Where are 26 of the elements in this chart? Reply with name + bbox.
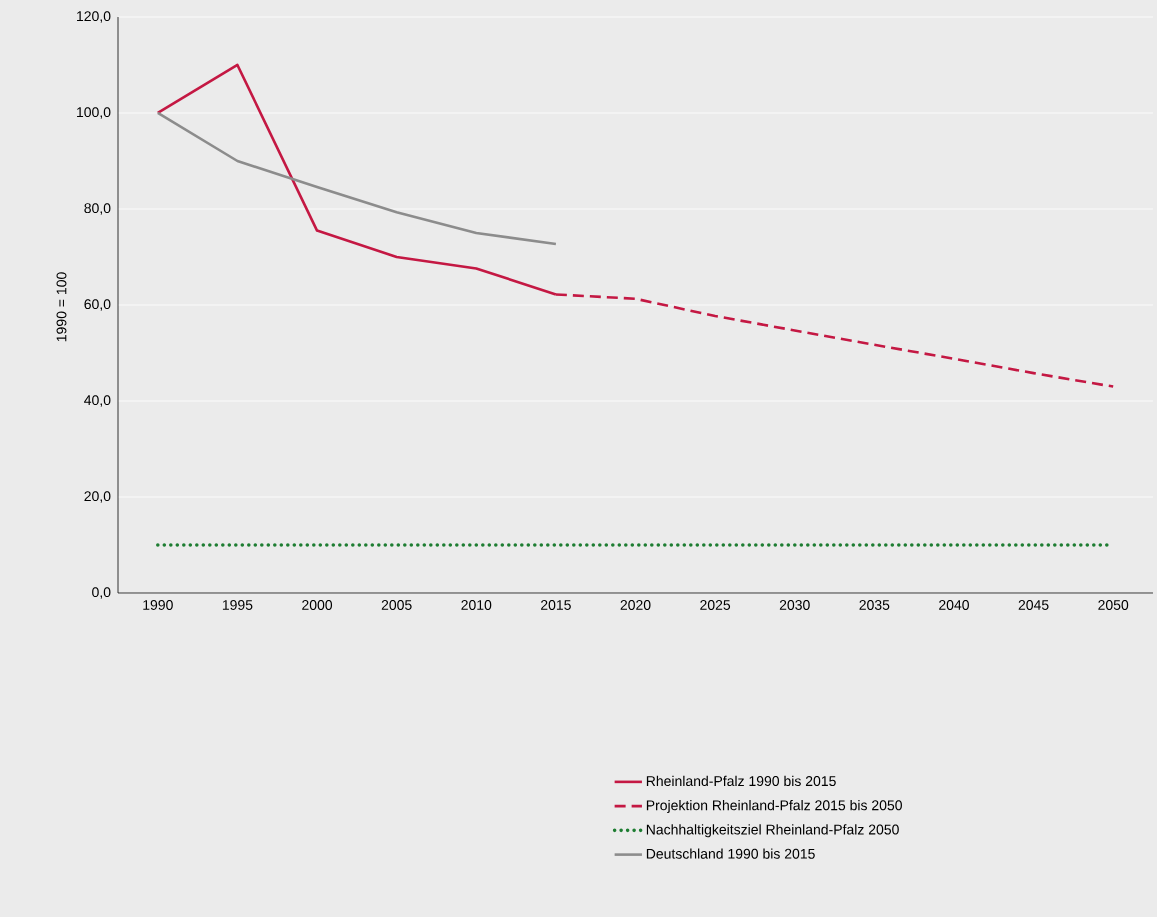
x-tick-label: 2015 — [541, 599, 571, 610]
x-tick-label: 2000 — [302, 599, 333, 610]
x-tick-label: 2025 — [700, 599, 731, 610]
x-tick-label: 1995 — [222, 599, 253, 610]
x-tick-label: 2045 — [1018, 599, 1049, 610]
y-tick-label: 120,0 — [77, 11, 111, 23]
legend-label: Rheinland-Pfalz 1990 bis 2015 — [646, 775, 836, 787]
y-tick-label: 80,0 — [84, 203, 111, 215]
y-tick-label: 0,0 — [92, 587, 111, 599]
x-tick-label: 2020 — [620, 599, 651, 610]
x-tick-label: 2005 — [381, 599, 412, 610]
x-tick-label: 2040 — [939, 599, 969, 610]
x-tick-label: 2010 — [461, 599, 492, 610]
y-tick-label: 40,0 — [84, 395, 111, 407]
legend-label: Nachhaltigkeitsziel Rheinland-Pfalz 2050 — [646, 824, 899, 838]
y-tick-label: 20,0 — [84, 491, 111, 503]
x-tick-label: 2050 — [1098, 599, 1129, 610]
x-tick-label: 1990 — [143, 599, 173, 610]
x-tick-label: 2030 — [779, 599, 810, 610]
y-tick-label: 60,0 — [84, 299, 111, 311]
legend-label: Projektion Rheinland-Pfalz 2015 bis 2050 — [646, 799, 902, 814]
x-tick-label: 2035 — [859, 599, 890, 610]
line-series — [156, 111, 558, 246]
legend-label: Deutschland 1990 bis 2015 — [646, 848, 815, 859]
y-axis-title: 1990 = 100 — [56, 272, 67, 342]
y-tick-label: 100,0 — [77, 107, 111, 119]
